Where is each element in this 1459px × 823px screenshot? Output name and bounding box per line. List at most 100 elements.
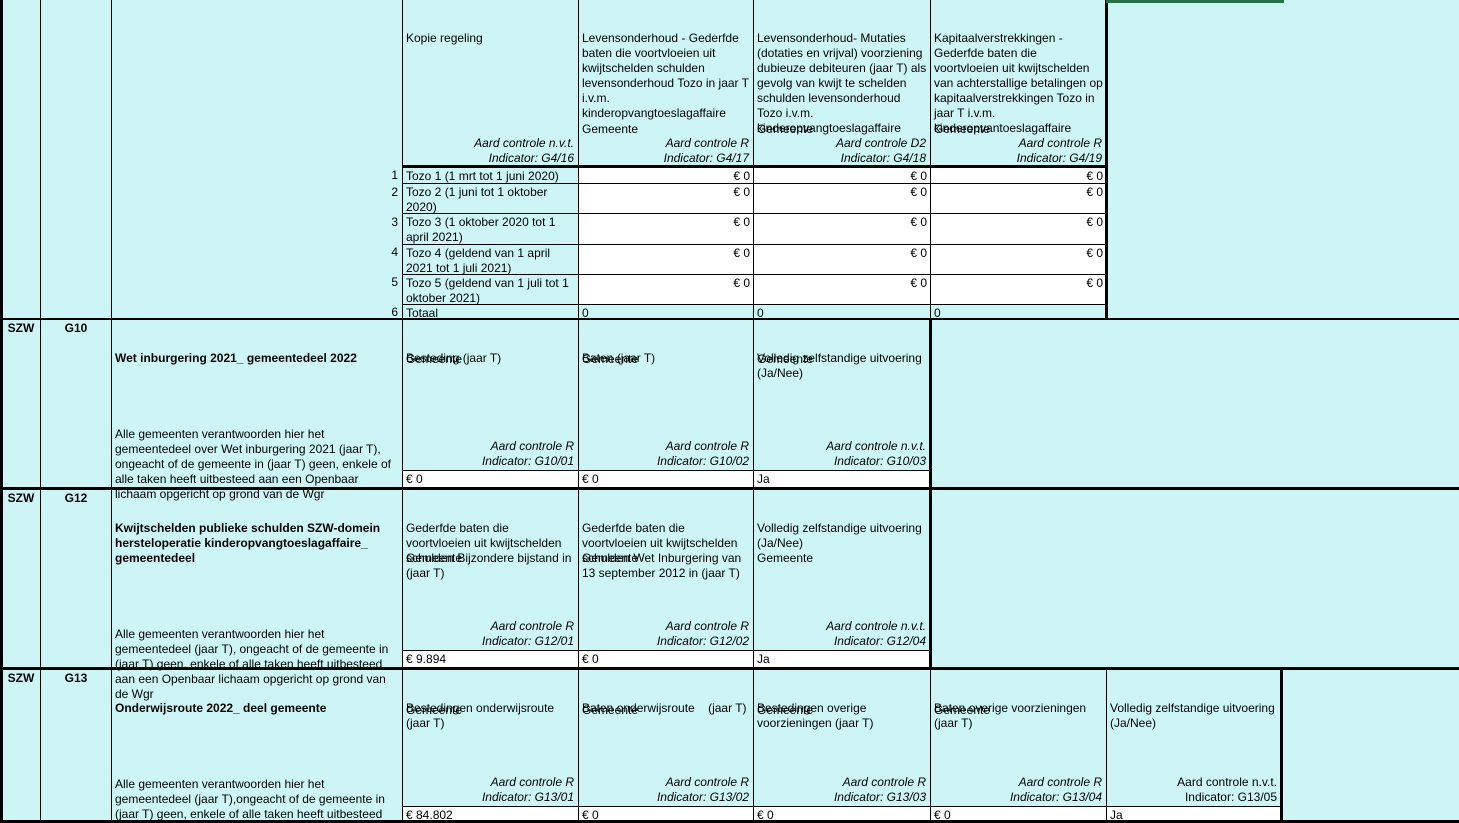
g12-aard-indicator: Aard controle R Indicator: G12/01 — [482, 619, 574, 649]
aard-controle-label: Aard controle R — [490, 439, 574, 453]
g10-aard-indicator: Aard controle n.v.t. Indicator: G10/03 — [826, 439, 926, 469]
total-value-cell: 0 — [930, 304, 1107, 319]
dept-label: SZW — [7, 491, 35, 505]
g13-header-text: Bestedingen overige voorzieningen (jaar … — [757, 701, 874, 730]
g12-header-text: Gederfde baten die voortvloeien uit kwij… — [582, 521, 745, 580]
aard-controle-label: Aard controle R — [1018, 775, 1102, 789]
aard-controle-label: Aard controle D2 — [835, 136, 926, 150]
value-cell[interactable]: € 0 — [753, 244, 931, 275]
g13-header-cell-4: Baten overige voorzieningen (jaar T) Gem… — [930, 669, 1107, 807]
indicator-label: Indicator: G10/01 — [481, 454, 574, 468]
regeling-description-block: Wet inburgering 2021_ gemeentedeel 2022 … — [115, 321, 398, 532]
indicator-label: Indicator: G13/03 — [833, 790, 926, 804]
g13-header-text: Volledig zelfstandige uitvoering (Ja/Nee… — [1110, 701, 1279, 730]
g4-aard-indicator: Aard controle n.v.t. Indicator: G4/16 — [474, 136, 574, 166]
indicator-label: Indicator: G4/18 — [840, 151, 926, 165]
value-cell[interactable]: € 0 — [578, 167, 754, 184]
g10-header-text: Baten (jaar T) — [582, 351, 656, 365]
g12-aard-indicator: Aard controle n.v.t. Indicator: G12/04 — [826, 619, 926, 649]
g4-header-cell-2: Levensonderhoud- Mutaties (dotaties en v… — [753, 0, 931, 168]
value-cell[interactable]: Ja — [753, 470, 931, 489]
g12-header-text: Volledig zelfstandige uitvoering (Ja/Nee… — [757, 521, 926, 550]
dept-label: SZW — [7, 671, 35, 685]
indicator-label: Indicator: G13/05 — [1184, 790, 1277, 804]
gemeente-label: Gemeente — [582, 703, 639, 717]
total-value-cell: 0 — [753, 304, 931, 319]
value-cell[interactable]: € 0 — [578, 274, 754, 305]
indicator-label: Indicator: G12/01 — [481, 634, 574, 648]
gemeente-label: Gemeente — [934, 703, 991, 717]
gemeente-label: Gemeente — [406, 352, 463, 366]
value-cell[interactable]: € 84.802 — [402, 806, 579, 823]
g12-header-cell-1: Gederfde baten die voortvloeien uit kwij… — [402, 489, 579, 651]
aard-controle-label: Aard controle n.v.t. — [474, 136, 574, 150]
aard-controle-label: Aard controle n.v.t. — [826, 619, 926, 633]
regeling-description: Alle gemeenten verantwoorden hier het ge… — [115, 427, 395, 501]
value-cell[interactable]: € 0 — [930, 244, 1107, 275]
aard-controle-label: Aard controle n.v.t. — [1177, 775, 1277, 789]
value-cell[interactable]: € 0 — [753, 213, 931, 245]
value-cell[interactable]: € 9.894 — [402, 650, 579, 669]
value-cell[interactable]: € 0 — [753, 183, 931, 214]
total-row-label: Totaal — [402, 304, 579, 319]
g13-header-cell-3: Bestedingen overige voorzieningen (jaar … — [753, 669, 931, 807]
tozo-row-label: Tozo 3 (1 oktober 2020 tot 1 april 2021) — [402, 213, 579, 245]
row-number: 5 — [391, 275, 398, 289]
g13-header-text: Bestedingen onderwijsroute (jaar T) — [406, 701, 558, 730]
g4-aard-indicator: Aard controle D2 Indicator: G4/18 — [836, 136, 926, 166]
gemeente-label: Gemeente — [582, 551, 639, 565]
gemeente-label: Gemeente — [757, 352, 814, 366]
g4-header-text: Levensonderhoud - Gederfde baten die voo… — [582, 31, 753, 120]
g13-header-cell-1: Bestedingen onderwijsroute (jaar T) Geme… — [402, 669, 579, 807]
tozo-row-label: Tozo 1 (1 mrt tot 1 juni 2020) — [402, 167, 579, 184]
indicator-label: Indicator: G13/04 — [1009, 790, 1102, 804]
value-cell[interactable]: € 0 — [930, 213, 1107, 245]
value-cell[interactable]: € 0 — [930, 183, 1107, 214]
gemeente-label: Gemeente — [757, 703, 814, 717]
value-cell[interactable]: € 0 — [930, 167, 1107, 184]
section-divider — [0, 667, 1459, 670]
g13-header-cell-2: Baten onderwijsroute (jaar T) Gemeente A… — [578, 669, 754, 807]
column-divider — [111, 0, 112, 823]
g4-header-text: Levensonderhoud- Mutaties (dotaties en v… — [757, 31, 930, 135]
regeling-title: Onderwijsroute 2022_ deel gemeente — [115, 701, 327, 715]
g10-header-text: Besteding (jaar T) — [406, 351, 502, 365]
regeling-description: Alle gemeenten verantwoorden hier het ge… — [115, 777, 386, 823]
value-cell[interactable]: € 0 — [578, 244, 754, 275]
g10-header-text: Volledig zelfstandige uitvoering (Ja/Nee… — [757, 351, 926, 380]
regeling-title: Kwijtschelden publieke schulden SZW-dome… — [115, 521, 384, 565]
tozo-row-label: Tozo 2 (1 juni tot 1 oktober 2020) — [402, 183, 579, 214]
regeling-code: G13 — [64, 671, 88, 685]
g10-header-cell-3: Volledig zelfstandige uitvoering (Ja/Nee… — [753, 319, 931, 471]
total-value-cell: 0 — [578, 304, 754, 319]
aard-controle-label: Aard controle R — [842, 775, 926, 789]
tozo-row-label: Tozo 4 (geldend van 1 april 2021 tot 1 j… — [402, 244, 579, 275]
g12-header-text: Gederfde baten die voortvloeien uit kwij… — [406, 521, 575, 580]
aard-controle-label: Aard controle R — [490, 775, 574, 789]
value-cell[interactable]: € 0 — [753, 167, 931, 184]
gemeente-label: Gemeente — [757, 122, 814, 136]
indicator-label: Indicator: G13/01 — [481, 790, 574, 804]
regeling-description-block: Onderwijsroute 2022_ deel gemeente Alle … — [115, 671, 398, 823]
value-cell[interactable]: € 0 — [578, 213, 754, 245]
g4-header-cell-kopie: Kopie regeling Aard controle n.v.t. Indi… — [402, 0, 579, 168]
regeling-code: G10 — [64, 321, 88, 335]
g4-header-cell-3: Kapitaalverstrekkingen - Gederfde baten … — [930, 0, 1107, 168]
gemeente-label: Gemeente — [757, 551, 814, 565]
value-cell[interactable]: € 0 — [753, 274, 931, 305]
aard-controle-label: Aard controle R — [665, 136, 749, 150]
section-divider — [0, 487, 1459, 490]
value-cell[interactable]: € 0 — [930, 274, 1107, 305]
g10-aard-indicator: Aard controle R Indicator: G10/02 — [657, 439, 749, 469]
g13-header-text: Baten onderwijsroute (jaar T) — [582, 701, 747, 715]
indicator-label: Indicator: G4/16 — [488, 151, 574, 165]
value-cell[interactable]: € 0 — [578, 183, 754, 214]
row-number: 2 — [391, 185, 398, 199]
tozo-row-label: Tozo 5 (geldend van 1 juli tot 1 oktober… — [402, 274, 579, 305]
row-number: 3 — [391, 215, 398, 229]
aard-controle-label: Aard controle R — [665, 439, 749, 453]
g13-right-border — [1280, 669, 1283, 823]
g13-header-cell-5: Volledig zelfstandige uitvoering (Ja/Nee… — [1106, 669, 1282, 807]
aard-controle-label: Aard controle R — [665, 775, 749, 789]
